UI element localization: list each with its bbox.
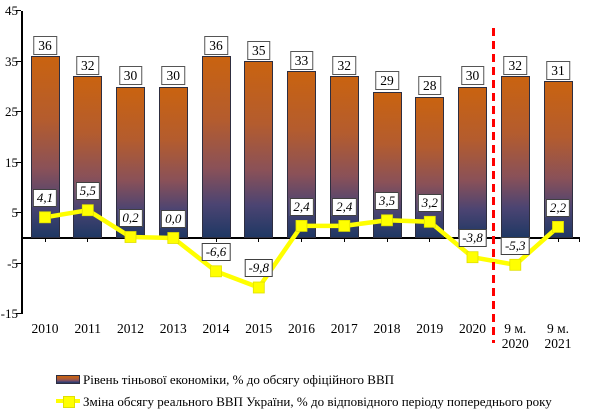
bar-value-label: 33 bbox=[289, 50, 314, 70]
bar-2010 bbox=[30, 56, 60, 238]
line-value-label: 0,2 bbox=[118, 208, 143, 227]
x-axis-category-label: 2017 bbox=[330, 321, 358, 336]
bar-series-swatch-icon bbox=[56, 374, 80, 384]
x-axis-category-label: 2019 bbox=[416, 321, 444, 336]
line-marker bbox=[466, 251, 479, 264]
bar-2020 bbox=[458, 86, 487, 238]
bar-value-label: 29 bbox=[375, 71, 399, 91]
legend-item-shadow-economy: Рівень тіньової економіки, % до обсягу о… bbox=[56, 371, 552, 387]
period-separator-dashed-line bbox=[492, 28, 496, 343]
y-axis-tick bbox=[16, 212, 21, 214]
legend-item-gdp-change: Зміна обсягу реального ВВП України, % до… bbox=[56, 393, 552, 409]
line-value-label: 2,4 bbox=[332, 197, 357, 216]
bar-2019 bbox=[415, 96, 445, 238]
line-value-label: 4,1 bbox=[32, 189, 58, 208]
y-axis-tick bbox=[16, 10, 21, 12]
bar-value-label: 30 bbox=[118, 66, 143, 85]
line-series-swatch-icon bbox=[56, 395, 80, 408]
x-axis-tick bbox=[172, 238, 174, 242]
bar-2018 bbox=[372, 91, 402, 238]
line-value-label: 2,2 bbox=[545, 198, 571, 217]
bar-2014 bbox=[201, 56, 231, 238]
x-axis-category-label: 2016 bbox=[288, 321, 315, 336]
x-axis-category-label: 2010 bbox=[31, 321, 59, 336]
x-axis-category-label: 2014 bbox=[202, 321, 230, 336]
y-axis-tick-label: 45 bbox=[5, 3, 18, 19]
x-axis-tick bbox=[301, 238, 302, 242]
x-axis-category-label: 2011 bbox=[74, 321, 102, 336]
line-value-label: 3,2 bbox=[417, 193, 442, 212]
bar-value-label: 32 bbox=[332, 55, 356, 75]
x-axis-tick bbox=[87, 238, 89, 242]
bar-value-label: 30 bbox=[161, 66, 185, 85]
line-value-label: 0,0 bbox=[161, 210, 186, 228]
x-axis-category-label: 2013 bbox=[159, 321, 187, 336]
x-axis-tick bbox=[130, 238, 131, 242]
line-value-label: -3,8 bbox=[458, 229, 487, 248]
line-value-label: -5,3 bbox=[500, 236, 530, 255]
bar-value-label: 31 bbox=[546, 60, 570, 80]
bar-value-label: 36 bbox=[33, 35, 57, 55]
x-axis-tick bbox=[343, 238, 345, 242]
x-axis-category-label: 9 м. 2020 bbox=[501, 321, 529, 351]
x-axis-tick bbox=[44, 238, 46, 242]
chart-legend: Рівень тіньової економіки, % до обсягу о… bbox=[56, 371, 552, 415]
bar-9 м.-2020 bbox=[500, 76, 530, 238]
x-axis-tick bbox=[429, 238, 431, 242]
line-value-label: 3,5 bbox=[374, 192, 400, 211]
x-axis-category-label: 9 м. 2021 bbox=[544, 321, 572, 351]
x-axis-tick bbox=[215, 238, 217, 242]
line-value-label: -9,8 bbox=[244, 259, 274, 278]
x-axis-end-tick bbox=[579, 238, 580, 242]
bar-2011 bbox=[73, 76, 103, 238]
legend-label-shadow-economy: Рівень тіньової економіки, % до обсягу о… bbox=[83, 371, 395, 387]
line-marker bbox=[252, 281, 265, 294]
line-value-label: 2,4 bbox=[289, 197, 314, 216]
x-axis-category-label: 2012 bbox=[117, 321, 144, 336]
y-axis-tick bbox=[16, 111, 21, 113]
y-axis-tick bbox=[16, 161, 21, 163]
bar-value-label: 30 bbox=[460, 66, 485, 85]
y-axis-tick bbox=[16, 60, 21, 62]
y-axis-tick-label: -15 bbox=[0, 306, 18, 322]
bar-value-label: 35 bbox=[247, 40, 271, 60]
x-axis-tick bbox=[557, 238, 559, 242]
x-axis-tick bbox=[258, 238, 260, 242]
legend-label-gdp-change: Зміна обсягу реального ВВП України, % до… bbox=[83, 393, 552, 409]
line-marker bbox=[210, 265, 222, 278]
y-axis-tick-label: 15 bbox=[5, 154, 18, 170]
bar-value-label: 28 bbox=[418, 76, 442, 96]
y-axis-tick-label: -5 bbox=[7, 255, 18, 271]
y-axis-tick bbox=[16, 262, 21, 264]
y-axis-tick-label: 25 bbox=[5, 104, 18, 120]
bar-value-label: 32 bbox=[76, 55, 100, 75]
y-axis-tick-label: 5 bbox=[11, 205, 19, 221]
bar-value-label: 36 bbox=[204, 35, 228, 55]
y-axis-tick bbox=[16, 313, 21, 315]
x-axis-tick bbox=[386, 238, 388, 242]
bar-2015 bbox=[244, 61, 274, 238]
y-axis-line bbox=[21, 10, 23, 314]
line-value-label: -6,6 bbox=[201, 243, 231, 262]
line-value-label: 5,5 bbox=[75, 182, 100, 201]
x-axis-category-label: 2020 bbox=[459, 321, 486, 336]
x-axis-category-label: 2015 bbox=[245, 321, 273, 336]
y-axis-tick-label: 35 bbox=[5, 53, 18, 69]
line-marker bbox=[509, 258, 522, 271]
x-axis-category-label: 2018 bbox=[373, 321, 401, 336]
bar-value-label: 32 bbox=[503, 55, 527, 75]
